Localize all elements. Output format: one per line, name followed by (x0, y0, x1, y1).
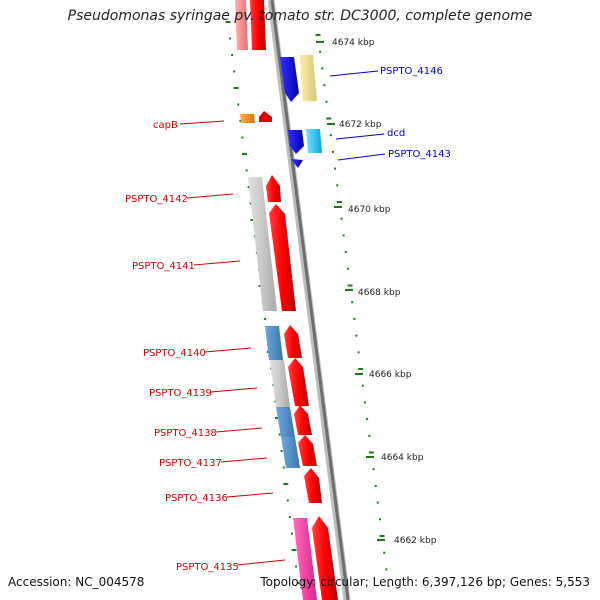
gene-label-PSPTO_4143[interactable]: PSPTO_4143 (388, 149, 451, 160)
gene-feature-PSPTO_4146-blue[interactable] (280, 57, 299, 102)
scale-label-4662: 4662 kbp (394, 536, 437, 546)
gene-label-PSPTO_4135[interactable]: PSPTO_4135 (176, 562, 239, 573)
gene-label-dcd[interactable]: dcd (387, 128, 405, 139)
leader-line (186, 193, 234, 199)
gene-feature-PSPTO_4142-arrow[interactable] (266, 175, 281, 202)
scale-label-4666: 4666 kbp (369, 370, 412, 380)
scale-label-4668: 4668 kbp (358, 288, 401, 298)
gene-label-PSPTO_4141[interactable]: PSPTO_4141 (132, 261, 195, 272)
outer-tick-row (315, 34, 390, 588)
accession-label: Accession: NC_004578 (8, 575, 145, 589)
genome-backbone (267, 0, 351, 600)
gene-feature-PSPTO_4139[interactable] (270, 360, 290, 407)
gene-feature-PSPTO_4140[interactable] (265, 326, 283, 360)
leader-line (215, 427, 263, 433)
gene-feature-capB[interactable] (240, 114, 255, 123)
leader-line (329, 70, 379, 77)
leader-line (236, 559, 286, 566)
leader-line (226, 492, 274, 498)
gene-feature-dcd-blue[interactable] (288, 130, 304, 154)
leader-line (204, 347, 252, 353)
gene-feature-PSPTO_4142[interactable] (248, 177, 277, 311)
gene-label-PSPTO_4146[interactable]: PSPTO_4146 (380, 66, 443, 77)
gene-label-PSPTO_4138[interactable]: PSPTO_4138 (154, 428, 217, 439)
leader-line (210, 387, 258, 393)
leader-line (335, 133, 385, 140)
gene-feature-dcd[interactable] (306, 129, 322, 153)
gene-label-PSPTO_4142[interactable]: PSPTO_4142 (125, 194, 188, 205)
gene-feature-PSPTO_4138[interactable] (276, 407, 295, 437)
gene-feature-PSPTO_4138-arrow[interactable] (294, 405, 312, 435)
leader-line (193, 260, 241, 266)
leader-line (179, 120, 225, 125)
gene-feature-PSPTO_4135[interactable] (293, 518, 317, 600)
gene-feature-PSPTO_4139-arrow[interactable] (288, 358, 309, 406)
gene-labels-left: capB PSPTO_4142 PSPTO_4141 PSPTO_4140 PS… (125, 120, 286, 573)
scale-label-4664: 4664 kbp (381, 453, 424, 463)
topology-label: Topology: circular; Length: 6,397,126 bp… (260, 575, 590, 589)
reverse-strand-features (235, 0, 338, 600)
scale-label-4674: 4674 kbp (332, 38, 375, 48)
gene-feature-PSPTO_4137-arrow[interactable] (298, 435, 317, 466)
leader-line (220, 457, 268, 463)
gene-feature-PSPTO_4135-arrow[interactable] (312, 516, 338, 600)
genome-title: Pseudomonas syringae pv. tomato str. DC3… (67, 8, 533, 24)
gene-feature-PSPTO_4143[interactable] (291, 159, 303, 168)
forward-strand-features (280, 55, 322, 168)
gene-labels-right: PSPTO_4146 dcd PSPTO_4143 (329, 66, 451, 161)
leader-line (337, 153, 386, 161)
gene-label-PSPTO_4136[interactable]: PSPTO_4136 (165, 493, 228, 504)
gene-label-PSPTO_4137[interactable]: PSPTO_4137 (159, 458, 222, 469)
gene-label-PSPTO_4139[interactable]: PSPTO_4139 (149, 388, 212, 399)
gene-feature-PSPTO_4137[interactable] (281, 437, 300, 468)
gene-feature-PSPTO_4141[interactable] (269, 204, 296, 311)
gene-feature[interactable] (259, 111, 272, 122)
gene-feature-PSPTO_4140-arrow[interactable] (284, 325, 302, 358)
gene-feature[interactable] (235, 0, 248, 50)
gene-feature-PSPTO_4136[interactable] (304, 468, 322, 503)
scale-labels: 4674 kbp 4672 kbp 4670 kbp 4668 kbp 4666… (316, 38, 437, 546)
scale-label-4672: 4672 kbp (339, 120, 382, 130)
gene-label-PSPTO_4140[interactable]: PSPTO_4140 (143, 348, 206, 359)
gene-feature-PSPTO_4146[interactable] (299, 55, 317, 101)
gene-feature[interactable] (250, 0, 266, 50)
gene-label-capB[interactable]: capB (153, 120, 178, 131)
scale-label-4670: 4670 kbp (348, 205, 391, 215)
